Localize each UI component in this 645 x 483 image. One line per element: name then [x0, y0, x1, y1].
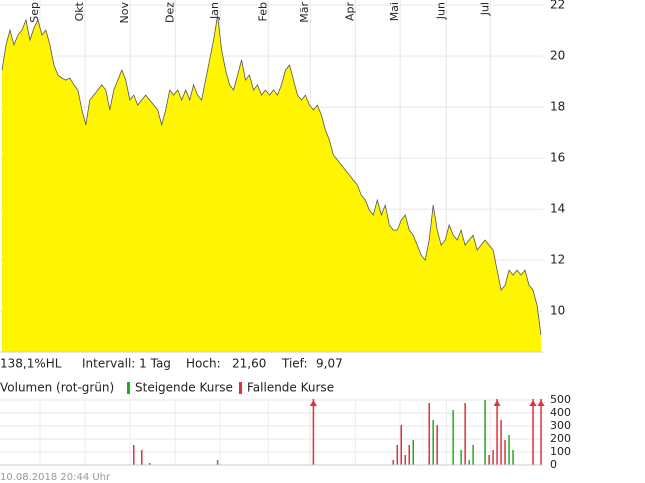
x-tick-label: Jan	[208, 2, 221, 20]
y-tick-label: 500	[550, 393, 571, 406]
y-tick-label: 300	[550, 419, 571, 432]
volume-bar	[408, 444, 410, 465]
y-tick-label: 200	[550, 432, 571, 445]
y-tick-label: 14	[550, 202, 565, 216]
timestamp: 10.08.2018 20:44 Uhr	[0, 472, 111, 483]
volume-bar	[400, 424, 403, 465]
overflow-arrow	[309, 400, 317, 406]
volume-bar	[508, 434, 510, 465]
volume-bar	[148, 463, 151, 465]
volume-bar	[500, 420, 502, 465]
legend-label: Steigende Kurse	[135, 381, 233, 395]
volume-bar	[464, 402, 466, 465]
range-info: 138,1%HL	[0, 357, 62, 371]
volume-bar	[540, 399, 542, 465]
x-tick-label: Feb	[256, 2, 269, 21]
interval-info: Intervall: 1 Tag	[82, 357, 171, 371]
x-tick-label: Jun	[434, 2, 447, 20]
y-tick-label: 0	[550, 458, 557, 471]
x-tick-label: Okt	[73, 1, 86, 21]
legend-swatch	[127, 382, 130, 394]
volume-bar	[404, 454, 407, 465]
volume-bar	[216, 460, 219, 465]
y-tick-label: 18	[550, 100, 565, 114]
overflow-arrow	[529, 400, 537, 406]
overflow-arrow	[493, 400, 501, 406]
x-tick-label: Nov	[118, 2, 131, 24]
x-tick-label: Apr	[343, 2, 356, 22]
volume-bar	[312, 399, 315, 465]
high-value: 21,60	[232, 357, 266, 371]
high-label: Hoch:	[186, 357, 221, 371]
x-tick-label: Sep	[28, 2, 41, 23]
volume-bar	[432, 420, 434, 465]
y-tick-label: 16	[550, 151, 565, 165]
low-label: Tief:	[281, 357, 308, 371]
legend-label: Fallende Kurse	[247, 381, 334, 395]
volume-title: Volumen (rot-grün)	[0, 381, 114, 395]
volume-bar	[452, 410, 454, 465]
x-tick-label: Mai	[388, 2, 401, 21]
x-tick-label: Mär	[298, 2, 311, 23]
volume-bar	[532, 399, 534, 465]
legend-swatch	[239, 382, 242, 394]
volume-bar	[468, 460, 470, 465]
volume-bar	[488, 454, 490, 465]
volume-bar	[396, 444, 399, 465]
y-tick-label: 10	[550, 304, 565, 318]
volume-bar	[492, 450, 494, 465]
volume-bar	[436, 424, 438, 465]
volume-bar	[133, 444, 135, 465]
x-tick-label: Jul	[478, 2, 491, 16]
y-tick-label: 400	[550, 406, 571, 419]
x-tick-label: Dez	[163, 2, 176, 23]
y-tick-label: 12	[550, 253, 565, 267]
volume-bar	[428, 402, 430, 465]
price-area	[2, 15, 541, 353]
volume-bar	[460, 450, 462, 465]
volume-bar	[512, 450, 514, 465]
volume-bars	[133, 399, 542, 465]
y-tick-label: 22	[550, 0, 565, 12]
volume-bar	[392, 460, 395, 465]
overflow-arrow	[537, 400, 545, 406]
volume-bar	[140, 450, 143, 465]
y-tick-label: 20	[550, 49, 565, 63]
y-tick-label: 100	[550, 445, 571, 458]
volume-bar	[496, 399, 498, 465]
volume-bar	[472, 444, 474, 465]
volume-bar	[412, 440, 414, 465]
low-value: 9,07	[316, 357, 343, 371]
volume-bar	[484, 400, 486, 465]
price-line	[1, 15, 542, 335]
volume-bar	[504, 440, 506, 465]
